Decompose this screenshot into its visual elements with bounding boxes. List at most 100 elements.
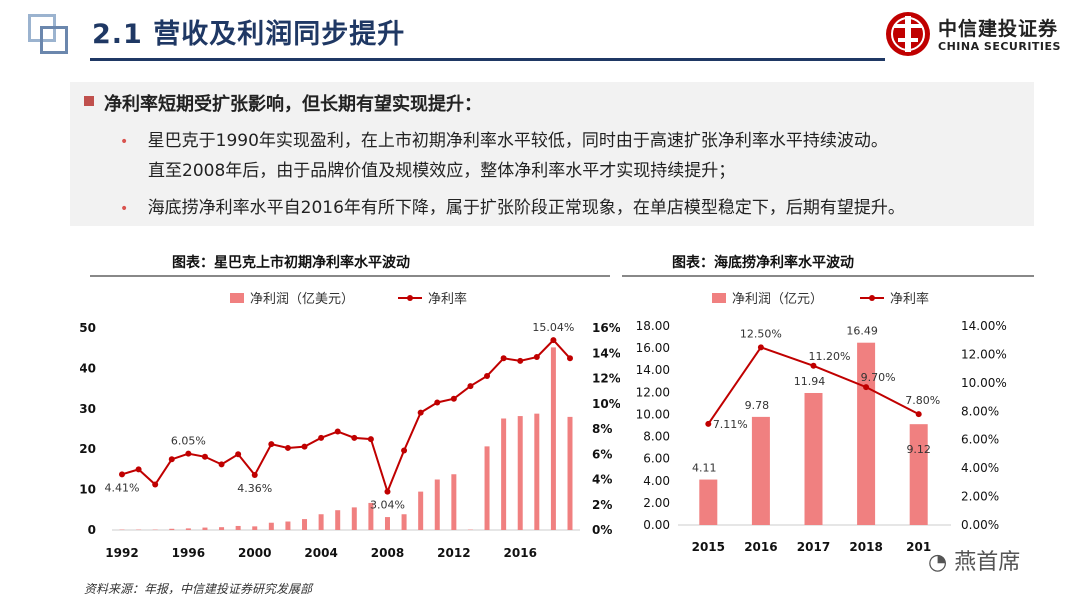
legend-bar-swatch [712, 293, 726, 303]
chart1-title: 图表：星巴克上市初期净利率水平波动 [172, 255, 410, 271]
line-point [863, 384, 870, 391]
summary-bullet-1-cont: 直至2008年后，由于品牌价值及规模效应，整体净利率水平才实现持续提升； [148, 161, 736, 181]
source-note: 资料来源：年报，中信建投证券研究发展部 [84, 582, 313, 596]
chart2-top-rule [622, 275, 1034, 277]
line-point [705, 420, 712, 427]
bar [699, 479, 718, 525]
haidilao-chart: 净利润（亿元） 净利率 0.00 2.00 4.00 6.00 8.00 10.00 12.00… [636, 291, 1007, 554]
summary-bullet-2: • 海底捞净利率水平自2016年有所下降，属于扩张阶段正常现象，在单店模型稳定下… [120, 193, 905, 218]
legend-line-label: 净利率 [890, 291, 929, 307]
line-point [915, 411, 922, 418]
line-point [301, 443, 308, 450]
bar-data-label: 9.12 [906, 443, 931, 456]
bar-data-label: 11.94 [794, 375, 826, 388]
starbucks-chart: 净利润（亿美元） 净利率 0 10 20 30 40 50 0% 2% 4% 6% 8% 10% 12% 14… [80, 291, 620, 560]
page-title: 2.1 营收及利润同步提升 [92, 19, 406, 50]
bar [484, 446, 490, 530]
bar [517, 416, 523, 530]
x-tick-label: 2016 [744, 540, 777, 554]
brand-name-cn: 中信建投证券 [938, 18, 1059, 40]
bar [534, 413, 540, 530]
y-right-tick-label: 16% [592, 321, 620, 335]
line-point [484, 372, 491, 379]
heading-bullet-icon [84, 96, 94, 106]
line-point [467, 383, 474, 390]
y-left-tick-label: 16.00 [636, 341, 670, 355]
line-point [318, 434, 325, 441]
y-left-tick-label: 2.00 [643, 496, 670, 510]
line-point [152, 481, 159, 488]
x-tick-label: 201 [906, 540, 931, 554]
line-data-label: 4.41% [105, 481, 140, 494]
bar [202, 527, 208, 530]
line-point [135, 466, 142, 473]
bar [451, 474, 457, 530]
bar [252, 526, 258, 530]
bar [857, 342, 876, 525]
y-right-tick-label: 12.00% [961, 347, 1007, 361]
line-point [757, 344, 764, 351]
y-left-tick-label: 20 [80, 442, 96, 456]
bar [169, 528, 175, 530]
bar [384, 517, 390, 530]
bar [318, 514, 324, 530]
x-tick-label: 2012 [437, 546, 470, 560]
y-right-tick-label: 2% [592, 498, 612, 512]
x-tick-label: 2015 [692, 540, 725, 554]
line-data-label: 15.04% [532, 321, 574, 334]
x-tick-label: 2018 [849, 540, 882, 554]
bar [501, 418, 507, 530]
y-right-tick-label: 2.00% [961, 490, 999, 504]
line-point [119, 471, 125, 478]
line-data-label: 6.05% [171, 435, 206, 448]
line-point [284, 444, 291, 451]
y-left-tick-label: 40 [80, 361, 96, 375]
line-point [401, 447, 408, 454]
x-tick-label: 2017 [797, 540, 830, 554]
y-left-tick-label: 50 [80, 321, 96, 335]
line-point [434, 399, 441, 406]
legend-line-marker [869, 295, 875, 301]
y-right-tick-label: 8.00% [961, 404, 999, 418]
line-data-label: 11.20% [809, 350, 851, 363]
y-right-tick-label: 14% [592, 346, 620, 360]
watermark: ◔ 燕首席 [928, 544, 1020, 576]
wechat-icon: ◔ [928, 550, 948, 575]
legend-bar-label: 净利润（亿元） [732, 292, 823, 307]
y-left-tick-label: 14.00 [636, 363, 670, 377]
bar-data-label: 4.11 [692, 462, 717, 475]
bullet-dot-icon: • [120, 134, 129, 150]
y-right-tick-label: 6.00% [961, 433, 999, 447]
header-logo-square-overlay [40, 26, 68, 54]
legend-line-label: 净利率 [428, 291, 467, 307]
x-tick-label: 2008 [371, 546, 404, 560]
y-left-tick-label: 12.00 [636, 385, 670, 399]
bar [418, 491, 424, 530]
line-point [185, 450, 192, 457]
summary-bullet-1-text: 星巴克于1990年实现盈利，在上市初期净利率水平较低，同时由于高速扩张净利率水平… [147, 131, 888, 151]
chart1-top-rule [90, 275, 610, 277]
y-right-tick-label: 10% [592, 397, 620, 411]
y-right-tick-label: 14.00% [961, 319, 1007, 333]
line-point [450, 395, 457, 402]
y-left-tick-label: 4.00 [643, 474, 670, 488]
bar [285, 521, 291, 530]
y-right-tick-label: 6% [592, 447, 612, 461]
bar [219, 527, 225, 530]
legend-bar-swatch [230, 293, 244, 303]
line-data-label: 9.70% [861, 371, 896, 384]
legend-bar-label: 净利润（亿美元） [250, 292, 354, 307]
y-right-tick-label: 8% [592, 422, 612, 436]
bar [550, 347, 556, 530]
title-divider [90, 58, 885, 61]
net-margin-line [121, 338, 571, 495]
summary-box [70, 82, 1034, 226]
bar [235, 525, 241, 530]
y-right-tick-label: 0% [592, 523, 612, 537]
x-tick-label: 1992 [105, 546, 138, 560]
line-point [268, 441, 275, 448]
bar [185, 528, 191, 530]
y-left-tick-label: 30 [80, 402, 96, 416]
line-point [251, 471, 258, 478]
y-left-tick-label: 0.00 [643, 518, 670, 532]
